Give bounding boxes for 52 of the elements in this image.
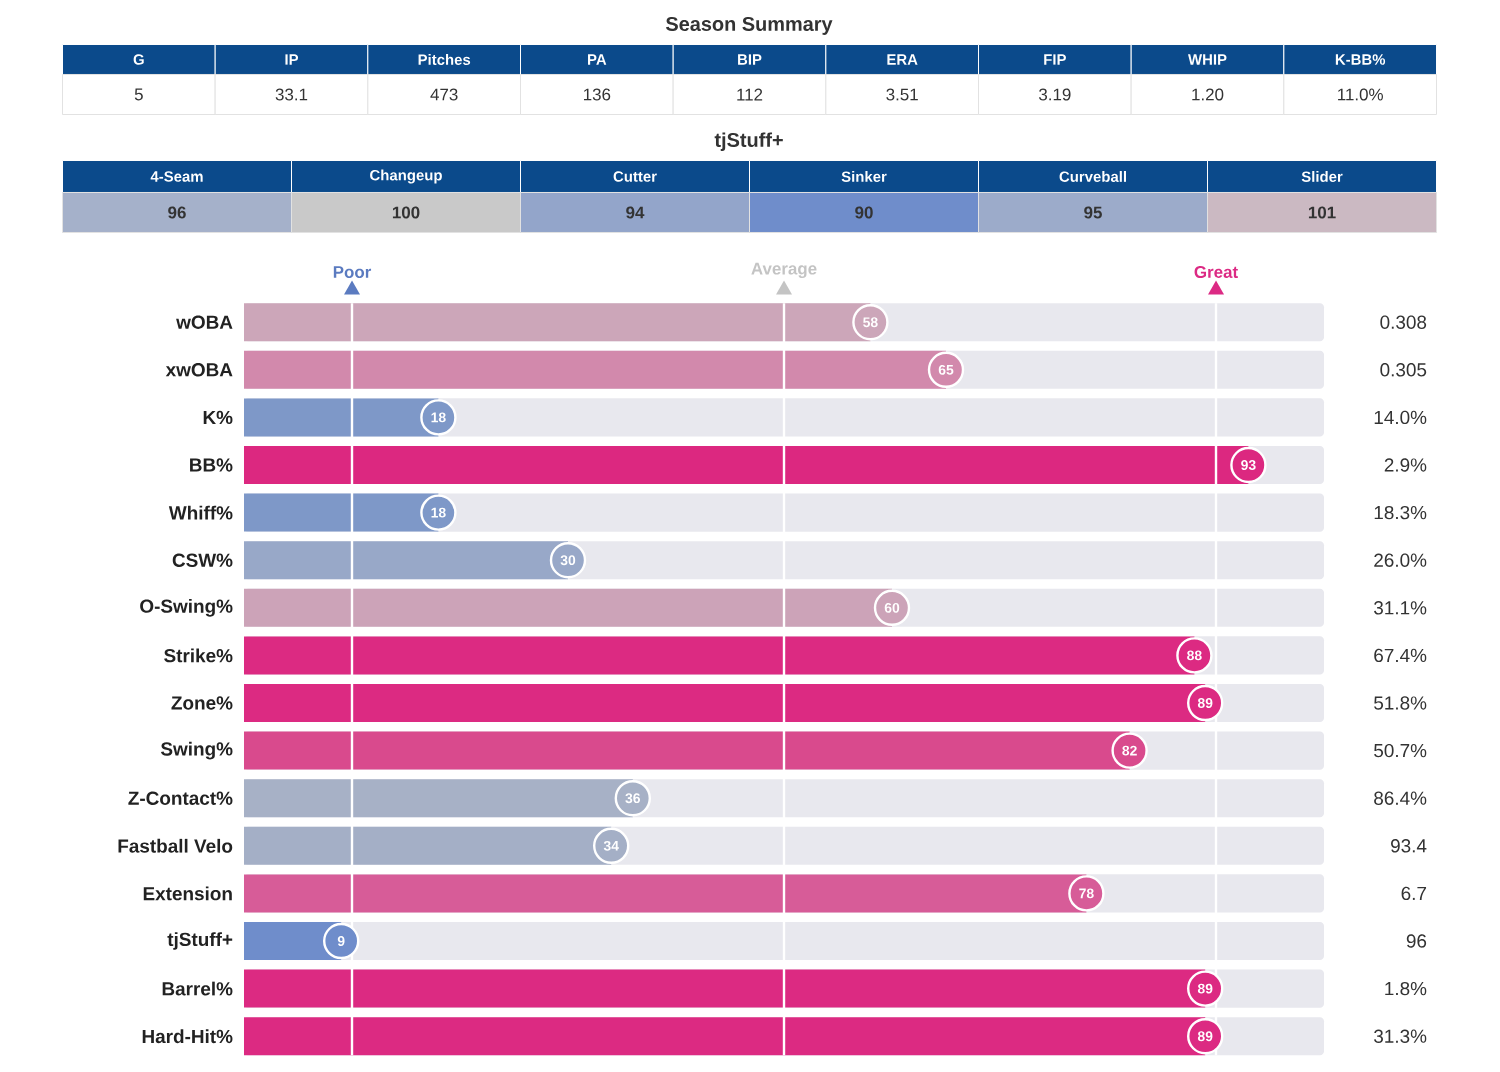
text: 6.7 (1401, 886, 1427, 901)
y-tick-label: Zone% (171, 696, 233, 710)
text: 93.4 (1391, 839, 1427, 853)
ref-line-label: Poor (333, 266, 372, 278)
text: 26.0% (1374, 553, 1427, 567)
text: 31.3% (1374, 1029, 1427, 1043)
y-tick-label: BB% (190, 458, 233, 472)
text: 5 (134, 88, 143, 101)
y-tick-label: K% (203, 410, 233, 425)
y-tick-label: Fastball Velo (118, 838, 233, 853)
y-tick-label: wOBA (176, 315, 233, 329)
text: 18.3% (1374, 505, 1427, 520)
text: 51.8% (1374, 696, 1427, 710)
ref-line-label: Great (1194, 266, 1238, 278)
text: 90 (855, 206, 873, 219)
text: 473 (430, 88, 458, 101)
text: 94 (626, 206, 645, 219)
text: 3.51 (886, 88, 918, 101)
y-tick-label: tjStuff+ (167, 932, 233, 950)
text: 95 (1084, 206, 1102, 219)
y-tick-label: CSW% (172, 553, 233, 567)
text: 100 (392, 206, 420, 219)
y-tick-label: Whiff% (168, 505, 233, 520)
text: 136 (583, 88, 611, 101)
text: 3.19 (1039, 88, 1071, 101)
text: 2.9% (1384, 458, 1427, 472)
text: 86.4% (1374, 791, 1427, 805)
text: 67.4% (1374, 648, 1427, 663)
text: 1.8% (1385, 981, 1427, 996)
text: 14.0% (1374, 410, 1427, 425)
y-tick-label: Barrel% (162, 981, 233, 996)
y-tick-label: Swing% (160, 741, 233, 760)
text: 50.7% (1374, 743, 1427, 758)
text: 31.1% (1374, 601, 1427, 615)
y-tick-label: xwOBA (165, 363, 233, 377)
text: 112 (737, 88, 763, 101)
text: 0.305 (1380, 363, 1427, 377)
text: 96 (168, 206, 186, 219)
y-tick-label: Strike% (164, 648, 233, 663)
text: 1.20 (1192, 88, 1224, 101)
text: 96 (1406, 934, 1427, 948)
text: 33.1 (275, 88, 308, 101)
ref-line-label: Average (751, 262, 817, 279)
y-tick-label: Hard-Hit% (142, 1029, 233, 1044)
y-tick-label: O-Swing% (140, 598, 233, 617)
text: tjStuff+ (714, 132, 783, 151)
text: Season Summary (665, 16, 833, 35)
y-tick-label: Extension (143, 886, 232, 901)
text: 0.308 (1380, 315, 1427, 329)
text: 11.0% (1338, 88, 1383, 101)
y-tick-label: Z-Contact% (128, 791, 233, 805)
text: 101 (1308, 206, 1336, 219)
